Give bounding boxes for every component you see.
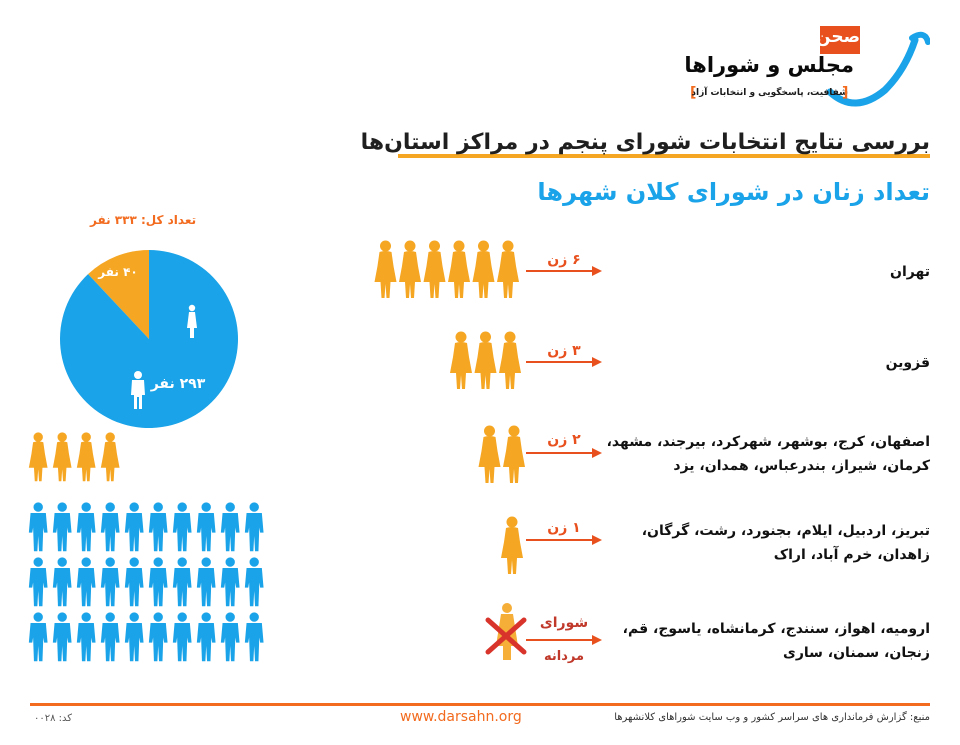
row-2-cities: قزوین <box>600 351 930 375</box>
row-5-count-line-2: مردانه <box>543 649 585 664</box>
logo-bracket-left: [ <box>690 85 697 101</box>
woman-icon <box>374 240 397 298</box>
man-icon <box>28 557 48 607</box>
row-1-women-icons <box>374 240 519 298</box>
row-4-count: ۱ زن <box>547 520 581 536</box>
row-3-cities: اصفهان، کرج، بوشهر، شهرکرد، بیرجند، مشهد… <box>600 430 930 478</box>
man-icon <box>220 502 240 552</box>
woman-icon <box>478 425 501 483</box>
man-icon <box>76 612 96 662</box>
pie-total-label: تعداد کل: ۳۳۳ نفر <box>90 213 197 227</box>
woman-icon <box>503 425 525 483</box>
man-icon <box>220 612 240 662</box>
row-3-women-icons <box>478 425 525 483</box>
row-5-cities-line-1: ارومیه، اهواز، سنندج، کرمانشاه، یاسوج، ق… <box>622 621 930 637</box>
logo-bracket-right: ] <box>842 85 849 101</box>
row-1-cities-line-1: تهران <box>890 264 930 280</box>
row-3-count: ۲ زن <box>547 432 581 448</box>
woman-icon <box>472 240 495 298</box>
people-grid <box>28 432 264 662</box>
pie-chart: ۴۰ نفر ۲۹۳ نفر <box>59 250 239 428</box>
man-icon <box>76 502 96 552</box>
row-1-count: ۶ زن <box>547 252 581 268</box>
woman-icon <box>499 331 521 389</box>
row-5-cities: ارومیه، اهواز، سنندج، کرمانشاه، یاسوج، ق… <box>600 617 930 665</box>
woman-icon <box>474 331 497 389</box>
logo-red-text: صحن <box>816 27 860 47</box>
logo-tagline: شفافیت، پاسخگویی و انتخابات آزاد <box>691 88 848 98</box>
woman-icon <box>100 432 120 482</box>
woman-icon <box>497 240 519 298</box>
man-icon <box>100 502 120 552</box>
man-icon <box>100 612 120 662</box>
pie-women-label: ۴۰ نفر <box>97 265 137 279</box>
woman-icon <box>501 516 523 574</box>
man-icon <box>148 502 168 552</box>
page-subtitle: تعداد زنان در شورای کلان شهرها <box>537 178 930 206</box>
logo <box>680 20 931 115</box>
logo-swoosh <box>826 31 931 107</box>
page-title: بررسی نتایج انتخابات شورای پنجم در مراکز… <box>360 130 931 155</box>
man-icon <box>244 557 264 607</box>
woman-icon <box>28 432 48 482</box>
man-icon <box>172 502 192 552</box>
pie-slice-women <box>88 250 149 339</box>
row-2-arrow-icon <box>526 357 602 367</box>
footer-code: کد: ۰۰۲۸ <box>34 713 73 724</box>
man-icon <box>124 502 144 552</box>
pie-male-icon <box>131 371 145 409</box>
row-4-arrow-icon <box>526 535 602 545</box>
row-2-cities-line-1: قزوین <box>885 355 930 371</box>
woman-icon <box>76 432 96 482</box>
man-icon <box>76 557 96 607</box>
row-3-arrow-icon <box>526 448 602 458</box>
man-icon <box>220 557 240 607</box>
man-icon <box>244 502 264 552</box>
row-4-cities-line-1: تبریز، اردبیل، ایلام، بجنورد، رشت، گرگان… <box>641 523 930 539</box>
row-3-cities-line-1: اصفهان، کرج، بوشهر، شهرکرد، بیرجند، مشهد… <box>606 434 930 450</box>
row-5-arrow-icon <box>526 635 602 645</box>
man-icon <box>52 557 72 607</box>
footer-url-link[interactable]: www.darsahn.org <box>400 709 522 725</box>
logo-title: مجلس و شوراها <box>684 53 854 77</box>
pie-female-icon <box>187 304 197 338</box>
row-5-crossed-woman-icon <box>485 603 527 660</box>
man-icon <box>100 557 120 607</box>
woman-icon <box>448 240 470 298</box>
title-underline <box>398 154 930 158</box>
man-icon <box>196 557 216 607</box>
row-2-count: ۳ زن <box>547 343 581 359</box>
woman-icon <box>399 240 421 298</box>
man-icon <box>52 502 72 552</box>
row-4-cities-line-2: زاهدان، خرم آباد، اراک <box>773 547 930 563</box>
footer-source: منبع: گزارش فرمانداری های سراسر کشور و و… <box>614 712 930 723</box>
man-icon <box>28 502 48 552</box>
row-5-cities-line-2: زنجان، سمنان، ساری <box>783 645 930 661</box>
footer-divider <box>30 703 930 706</box>
pie-men-label: ۲۹۳ نفر <box>150 376 206 392</box>
row-1-cities: تهران <box>600 260 930 284</box>
row-2-women-icons <box>450 331 521 389</box>
man-icon <box>28 612 48 662</box>
row-5-count-line-1: شورای <box>539 615 589 631</box>
man-icon <box>148 612 168 662</box>
man-icon <box>196 612 216 662</box>
man-icon <box>124 612 144 662</box>
pie-slice-men <box>59 250 239 428</box>
row-4-cities: تبریز، اردبیل، ایلام، بجنورد، رشت، گرگان… <box>600 519 930 567</box>
man-icon <box>196 502 216 552</box>
woman-icon <box>52 432 72 482</box>
man-icon <box>172 557 192 607</box>
woman-icon <box>450 331 472 389</box>
man-icon <box>124 557 144 607</box>
row-1-arrow-icon <box>526 266 602 276</box>
logo-red-box <box>820 26 860 54</box>
man-icon <box>52 612 72 662</box>
man-icon <box>148 557 168 607</box>
row-3-cities-line-2: کرمان، شیراز، بندرعباس، همدان، یزد <box>673 458 930 474</box>
man-icon <box>244 612 264 662</box>
man-icon <box>172 612 192 662</box>
row-4-women-icons <box>501 516 523 574</box>
woman-icon <box>423 240 446 298</box>
